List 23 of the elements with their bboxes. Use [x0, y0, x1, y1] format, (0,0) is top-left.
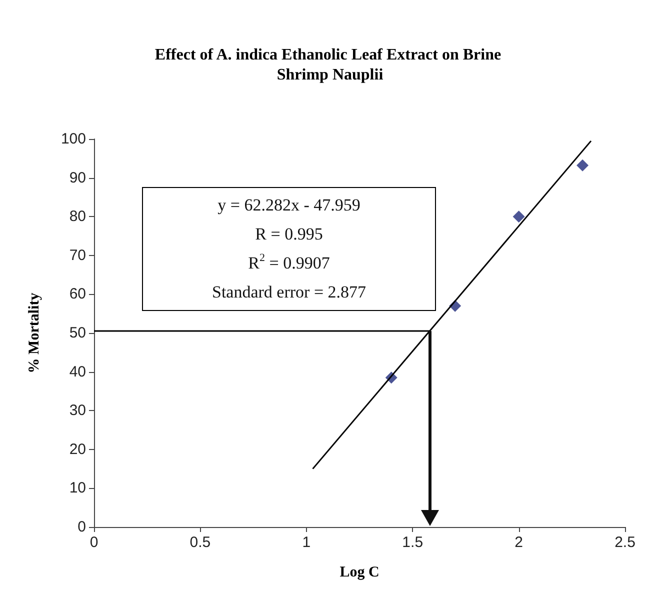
y-axis-title: % Mortality — [26, 292, 42, 374]
x-tick-label: 1.5 — [402, 534, 424, 551]
y-tick-label: 0 — [78, 518, 86, 536]
x-tick-label: 2.5 — [614, 534, 636, 551]
x-tick-label: 1 — [302, 534, 311, 551]
y-tick-label: 50 — [69, 324, 86, 342]
y-tick-label: 70 — [69, 246, 86, 264]
annotation: R = 0.995 — [255, 224, 323, 244]
annotation: y = 62.282x - 47.959 — [218, 196, 360, 214]
y-tick-label: 60 — [69, 286, 86, 303]
y-tick-label: 10 — [69, 480, 86, 497]
chart-title: Effect of A. indica Ethanolic Leaf Extract on Brine Shrimp Nauplii — [154, 46, 506, 84]
y-tick-label: 20 — [69, 440, 86, 458]
y-tick-label: 80 — [69, 208, 86, 226]
y-tick-label: 90 — [69, 169, 86, 186]
y-tick-label: 30 — [69, 402, 86, 420]
x-tick-label: 0 — [90, 534, 98, 551]
annotation: Standard error = 2.877 — [212, 282, 367, 302]
x-tick-label: 2 — [514, 534, 523, 551]
x-tick-label: 0.5 — [190, 534, 211, 551]
x-axis-title: Log C — [340, 564, 380, 580]
y-tick-label: 100 — [60, 130, 86, 148]
y-tick-label: 40 — [69, 363, 86, 380]
